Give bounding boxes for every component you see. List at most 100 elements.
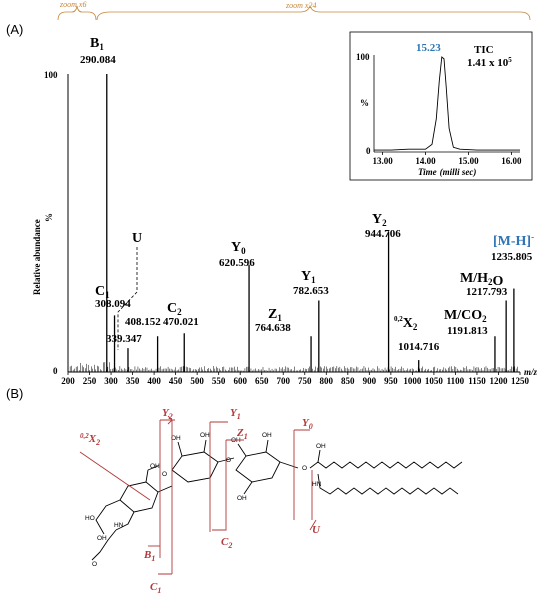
y-top-label: 100 [44, 70, 58, 80]
cleavage-y2 [159, 419, 175, 558]
sphingosine-chain [309, 461, 463, 469]
inset-tic-value: 1.41 x 105 [467, 56, 512, 69]
tic-inset: 100 0 % TIC 1.41 x 105 15.23 13.00 14.00 1… [349, 31, 533, 181]
x-tick-label: 250 [83, 376, 97, 386]
inset-x-ticks: 13.00 14.00 15.00 16.00 [372, 152, 522, 166]
atom-hn-2: HN [312, 481, 322, 488]
fragment-labels: Y2 Y1 Z1 Y0 0,2X2 B1 C1 C2 U [80, 407, 321, 595]
zoom-x6-brace [57, 5, 97, 21]
link-glc-ceramide [279, 461, 299, 469]
peak-y1-label: Y1 [301, 269, 316, 285]
structure-diagram [91, 439, 463, 561]
carboxyl-bond [145, 465, 159, 483]
peak-y2-label: Y2 [372, 212, 387, 228]
x-tick-label: 650 [255, 376, 269, 386]
noise-peaks [69, 362, 518, 372]
x-tick-label: 600 [233, 376, 247, 386]
frag-z1: Z1 [236, 427, 248, 441]
atom-oh-1: OH [150, 463, 160, 470]
peak-x2-label: 0,2X2 [394, 315, 418, 332]
x-tick-label: 900 [363, 376, 377, 386]
zoom-x6-label: zoom x6 [59, 0, 86, 9]
cleavage-y1 [209, 421, 228, 532]
x-tick-label: 300 [104, 376, 118, 386]
frag-y0: Y0 [302, 417, 313, 431]
peak-b1-value: 290.084 [80, 54, 116, 66]
u-label: U [132, 231, 142, 246]
inset-tick-label: 15.00 [458, 156, 479, 166]
x-axis-label: m/z [524, 367, 538, 377]
peak-x2-value: 1014.716 [398, 341, 440, 353]
inset-tick-label: 16.00 [501, 156, 522, 166]
atom-oh-5: OH [231, 437, 241, 444]
fatty-acid-chain [317, 473, 459, 495]
arrow-u [309, 519, 317, 531]
peak-c1-value: 308.094 [95, 298, 131, 310]
inset-y-top: 100 [356, 52, 370, 62]
x-tick-label: 200 [61, 376, 75, 386]
atom-labels: OH O HO OH HN O OH OH O OH OH OH O OH HN [85, 432, 326, 568]
x-tick-label: 500 [190, 376, 204, 386]
peak-y2-value: 944.706 [365, 228, 401, 240]
frag-y2: Y2 [162, 407, 173, 421]
cleavage-x2 [79, 451, 151, 501]
y-axis-percent: % [44, 213, 54, 222]
peak-z1-value: 764.638 [255, 322, 291, 334]
peak-mh-value: 1235.805 [491, 251, 533, 263]
frag-x2: 0,2X2 [80, 432, 100, 447]
inset-y-label: % [360, 98, 369, 108]
inset-y-zero: 0 [366, 146, 371, 156]
peak-339-value: 339.347 [106, 333, 142, 345]
atom-o-1: O [162, 471, 167, 478]
x-tick-label: 800 [320, 376, 334, 386]
x-tick-label: 950 [384, 376, 398, 386]
sphingosine-oh [317, 449, 321, 463]
atom-oh-3: OH [171, 435, 181, 442]
atom-o-4: O [302, 465, 307, 472]
peak-c2-value: 470.021 [163, 316, 199, 328]
peak-z1-label: Z1 [268, 307, 282, 323]
sialic-acid-ring [119, 481, 159, 513]
inset-title: TIC [474, 44, 494, 56]
inset-tick-label: 13.00 [372, 156, 393, 166]
main-spectrum: 100 0 Relative abundance % m/z 200 250 300… [32, 36, 538, 386]
acetyl-bond [91, 529, 117, 561]
x-ticks: 200 250 300 350 400 450 500 550 600 650 700 750 800 8… [61, 372, 530, 386]
glycerol-chain [95, 499, 121, 535]
cleavage-c1 [158, 420, 173, 575]
frag-b1: B1 [143, 549, 155, 563]
y-axis-label: Relative abundance [32, 219, 42, 295]
peak-b1-label: B1 [90, 36, 104, 52]
x-tick-label: 1150 [468, 376, 486, 386]
glc-oh-bonds [237, 439, 269, 495]
peak-mco2-label: M/CO2 [444, 308, 487, 324]
inset-tick-label: 14.00 [415, 156, 436, 166]
atom-o-2: O [92, 561, 97, 568]
fragment-cleavages [79, 415, 317, 575]
x-tick-label: 1000 [403, 376, 422, 386]
frag-c2: C2 [221, 536, 232, 550]
x-tick-label: 1100 [447, 376, 465, 386]
peak-mh2o-label: M/H2O [460, 271, 504, 289]
zoom-x24-brace [96, 4, 531, 21]
nac-bond [115, 511, 135, 531]
inset-frame [349, 31, 533, 181]
labeled-peaks [106, 74, 515, 372]
glucose-ring [235, 451, 281, 483]
inset-peak-label: 15.23 [416, 42, 441, 54]
y-zero-label: 0 [53, 366, 58, 376]
x-tick-label: 1200 [489, 376, 508, 386]
frag-y1: Y1 [230, 407, 241, 421]
frag-c1: C1 [150, 581, 161, 595]
gal-oh-bonds [177, 439, 207, 457]
u-dashed-line [117, 247, 138, 350]
x-tick-label: 350 [126, 376, 140, 386]
atom-oh-7: OH [237, 495, 247, 502]
peak-c1-label: C1 [95, 284, 110, 300]
frag-u: U [312, 524, 321, 536]
peak-mh-label: [M-H]- [493, 232, 534, 249]
atom-oh-2: OH [97, 535, 107, 542]
peak-408-value: 408.152 [125, 316, 161, 328]
atom-oh-6: OH [262, 432, 272, 439]
